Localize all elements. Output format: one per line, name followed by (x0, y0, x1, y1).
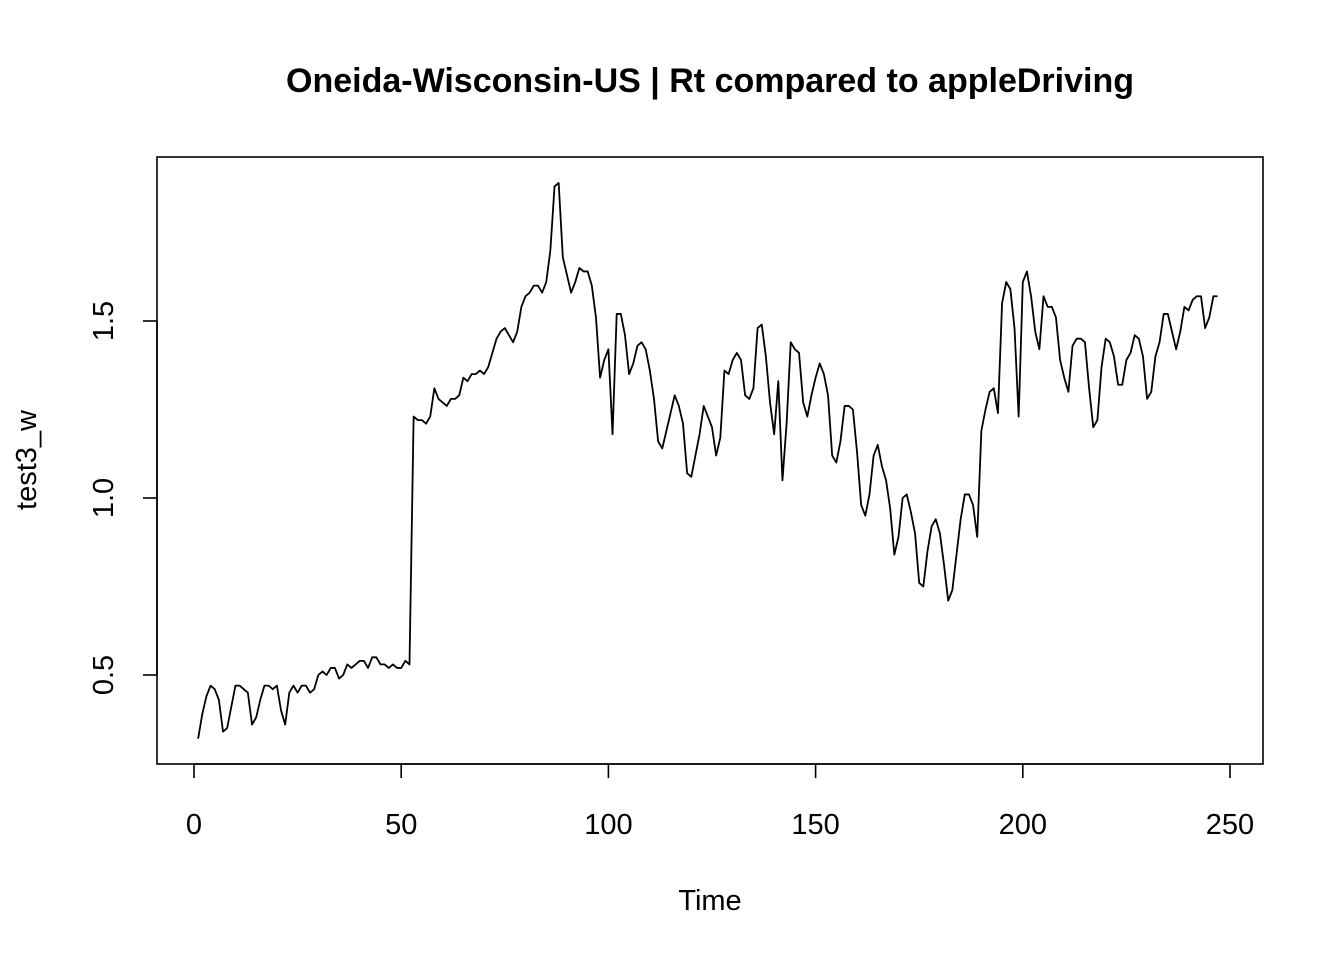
x-tick-label: 250 (1206, 809, 1254, 841)
x-tick-label: 200 (999, 809, 1047, 841)
x-axis-label: Time (678, 885, 741, 917)
x-tick-label: 100 (584, 809, 632, 841)
x-tick-label: 0 (186, 809, 202, 841)
x-tick-label: 150 (791, 809, 839, 841)
y-tick-label: 1.5 (88, 301, 120, 341)
y-tick-label: 1.0 (88, 478, 120, 518)
x-axis: 0 50 100 150 200 250 (186, 763, 1254, 841)
y-tick-label: 0.5 (88, 655, 120, 695)
x-tick-label: 50 (385, 809, 417, 841)
chart-title: Oneida-Wisconsin-US | Rt compared to app… (286, 62, 1134, 100)
series-line (197, 182, 1218, 739)
y-axis: 0.5 1.0 1.5 (88, 301, 158, 695)
y-axis-label: test3_w (11, 409, 43, 510)
